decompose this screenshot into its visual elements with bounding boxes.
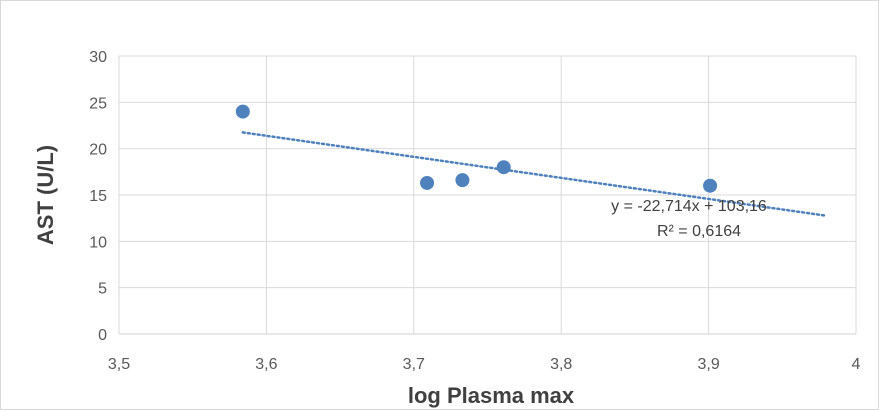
y-axis-title: AST (U/L) [33,145,58,245]
trendline-layer [241,131,828,218]
y-tick-labels: 0 5 10 15 20 25 30 [89,49,107,344]
data-point [496,160,511,175]
y-tick-label: 15 [89,188,107,205]
x-tick-label: 4 [852,356,861,373]
y-tick-label: 0 [98,327,107,344]
x-tick-labels: 3,5 3,6 3,7 3,8 3,9 4 [108,356,861,373]
data-points [235,104,718,193]
y-tick-label: 20 [89,142,107,159]
grid-lines [118,55,857,334]
data-point [455,173,470,188]
x-axis-title: log Plasma max [408,383,575,408]
x-tick-label: 3,7 [403,356,425,373]
data-point [703,178,718,193]
trendline [241,131,828,218]
y-tick-label: 10 [89,234,107,251]
trendline-equation: y = -22,714x + 103,16 [611,198,767,215]
data-point [235,104,250,119]
data-point [420,175,435,190]
y-tick-label: 25 [89,95,107,112]
x-tick-label: 3,6 [255,356,277,373]
x-tick-label: 3,8 [550,356,572,373]
r-squared-label: R² = 0,6164 [657,223,741,240]
y-tick-label: 5 [98,281,107,298]
y-tick-label: 30 [89,49,107,66]
x-tick-label: 3,9 [697,356,719,373]
x-tick-label: 3,5 [108,356,130,373]
